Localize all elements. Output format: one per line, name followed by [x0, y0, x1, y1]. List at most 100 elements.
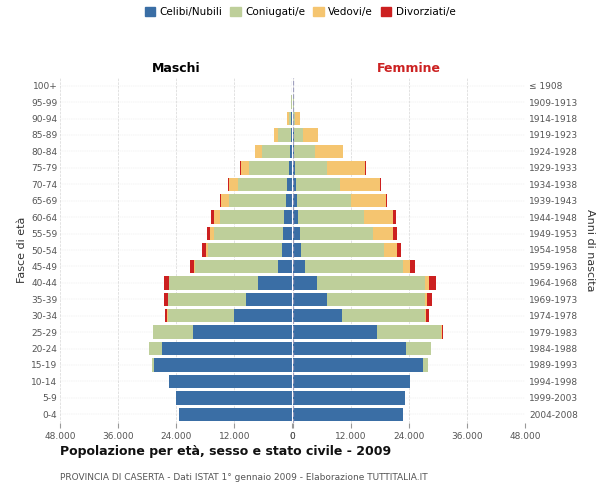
Bar: [287, 112, 289, 126]
Bar: [190, 260, 194, 273]
Bar: [429, 276, 436, 289]
Bar: [293, 144, 295, 158]
Bar: [364, 210, 392, 224]
Bar: [283, 227, 292, 240]
Bar: [168, 292, 247, 306]
Bar: [164, 276, 169, 289]
Bar: [293, 309, 342, 322]
Bar: [293, 96, 295, 109]
Bar: [296, 178, 340, 191]
Bar: [235, 309, 292, 322]
Bar: [207, 227, 210, 240]
Bar: [328, 161, 365, 174]
Bar: [293, 391, 405, 404]
Bar: [317, 276, 425, 289]
Bar: [295, 112, 299, 126]
Bar: [229, 178, 238, 191]
Bar: [298, 210, 364, 224]
Bar: [193, 326, 292, 339]
Bar: [278, 128, 290, 141]
Bar: [154, 358, 292, 372]
Bar: [206, 244, 208, 256]
Bar: [426, 309, 429, 322]
Bar: [165, 309, 167, 322]
Bar: [211, 210, 214, 224]
Bar: [427, 292, 432, 306]
Bar: [295, 161, 328, 174]
Bar: [290, 128, 292, 141]
Bar: [274, 128, 278, 141]
Bar: [164, 292, 168, 306]
Bar: [278, 260, 292, 273]
Bar: [167, 309, 235, 322]
Bar: [154, 326, 193, 339]
Bar: [293, 358, 423, 372]
Y-axis label: Fasce di età: Fasce di età: [17, 217, 27, 283]
Bar: [327, 292, 425, 306]
Bar: [194, 260, 278, 273]
Text: Maschi: Maschi: [152, 62, 200, 75]
Bar: [342, 309, 425, 322]
Bar: [152, 358, 154, 372]
Bar: [249, 161, 289, 174]
Bar: [221, 194, 229, 207]
Bar: [425, 276, 429, 289]
Bar: [293, 276, 317, 289]
Bar: [282, 244, 292, 256]
Bar: [152, 326, 154, 339]
Bar: [214, 227, 283, 240]
Bar: [423, 358, 428, 372]
Bar: [294, 128, 303, 141]
Bar: [314, 144, 343, 158]
Bar: [255, 144, 262, 158]
Bar: [351, 194, 386, 207]
Bar: [386, 194, 387, 207]
Bar: [176, 391, 292, 404]
Bar: [293, 128, 294, 141]
Bar: [442, 326, 443, 339]
Bar: [247, 292, 292, 306]
Legend: Celibi/Nubili, Coniugati/e, Vedovi/e, Divorziati/e: Celibi/Nubili, Coniugati/e, Vedovi/e, Di…: [143, 5, 457, 20]
Bar: [210, 227, 214, 240]
Bar: [290, 144, 292, 158]
Bar: [202, 244, 206, 256]
Bar: [289, 161, 292, 174]
Bar: [162, 342, 292, 355]
Bar: [293, 292, 327, 306]
Bar: [397, 244, 401, 256]
Bar: [229, 194, 286, 207]
Bar: [208, 244, 282, 256]
Bar: [393, 227, 397, 240]
Bar: [301, 244, 385, 256]
Bar: [380, 178, 381, 191]
Bar: [262, 144, 290, 158]
Bar: [214, 210, 220, 224]
Bar: [286, 194, 292, 207]
Bar: [373, 227, 393, 240]
Bar: [149, 342, 162, 355]
Bar: [293, 227, 299, 240]
Bar: [293, 260, 305, 273]
Bar: [340, 178, 380, 191]
Bar: [303, 128, 318, 141]
Bar: [297, 194, 351, 207]
Bar: [425, 292, 427, 306]
Bar: [241, 161, 249, 174]
Bar: [293, 194, 297, 207]
Bar: [238, 178, 287, 191]
Bar: [410, 260, 415, 273]
Bar: [392, 210, 395, 224]
Bar: [385, 244, 397, 256]
Bar: [293, 326, 377, 339]
Y-axis label: Anni di nascita: Anni di nascita: [585, 208, 595, 291]
Bar: [293, 244, 301, 256]
Bar: [169, 374, 292, 388]
Bar: [293, 210, 298, 224]
Bar: [220, 210, 284, 224]
Bar: [284, 210, 292, 224]
Bar: [293, 342, 406, 355]
Text: Femmine: Femmine: [377, 62, 441, 75]
Bar: [377, 326, 441, 339]
Text: PROVINCIA DI CASERTA - Dati ISTAT 1° gennaio 2009 - Elaborazione TUTTITALIA.IT: PROVINCIA DI CASERTA - Dati ISTAT 1° gen…: [60, 473, 428, 482]
Bar: [293, 374, 410, 388]
